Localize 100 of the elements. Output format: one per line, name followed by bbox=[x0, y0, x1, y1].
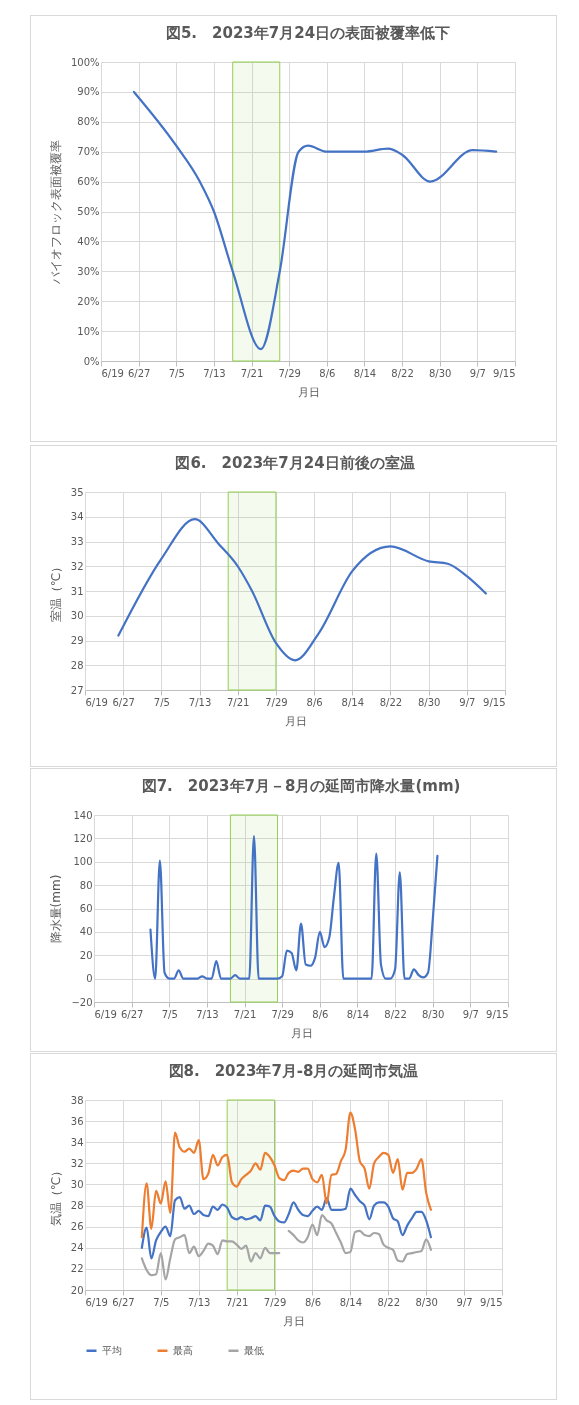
x-tick-label: 7/13 bbox=[188, 696, 212, 708]
x-tick-label: 8/30 bbox=[421, 1008, 445, 1020]
x-tick-label: 7/29 bbox=[278, 367, 301, 379]
x-tick-label: 7/5 bbox=[168, 367, 185, 379]
x-axis-title: 月日 bbox=[283, 1314, 305, 1328]
x-tick-label: 8/30 bbox=[415, 1296, 438, 1308]
x-tick-label: 8/6 bbox=[306, 696, 323, 708]
y-tick-label: 34 bbox=[70, 1136, 84, 1148]
y-tick-label: 120 bbox=[73, 832, 93, 844]
x-tick-label: 9/7 bbox=[459, 696, 476, 708]
y-tick-label: 140 bbox=[73, 809, 93, 821]
x-tick-label: 8/14 bbox=[346, 1008, 370, 1020]
y-axis-title: バイオフロック表面被覆率 bbox=[48, 140, 63, 285]
line-series bbox=[140, 1111, 433, 1239]
y-tick-label: 90% bbox=[77, 86, 100, 98]
y-tick-label: 33 bbox=[70, 536, 84, 547]
chart-title: 図6. 2023年7月24日前後の室温 bbox=[175, 454, 415, 472]
x-tick-label: 6/19 bbox=[85, 1296, 108, 1308]
line-series bbox=[149, 834, 439, 980]
x-tick-label: 8/30 bbox=[417, 696, 441, 708]
x-tick-label: 6/27 bbox=[112, 696, 135, 708]
y-tick-label: 70% bbox=[77, 146, 100, 158]
y-tick-label: 32 bbox=[70, 1157, 84, 1169]
x-tick-label: 7/21 bbox=[233, 1008, 257, 1020]
x-tick-label: 8/22 bbox=[391, 367, 414, 379]
line-series bbox=[132, 90, 498, 351]
legend-label: 最高 bbox=[173, 1344, 193, 1356]
x-tick-label: 8/14 bbox=[339, 1296, 363, 1308]
x-tick-label: 7/21 bbox=[240, 367, 264, 379]
x-tick-label: 7/29 bbox=[265, 696, 288, 708]
x-tick-label: 9/7 bbox=[462, 1008, 479, 1020]
y-tick-label: 34 bbox=[70, 511, 84, 523]
y-tick-label: 35 bbox=[70, 486, 84, 498]
y-tick-label: 100% bbox=[70, 56, 100, 68]
y-tick-label: 22 bbox=[70, 1263, 84, 1275]
y-tick-label: 0 bbox=[86, 973, 93, 985]
y-tick-label: −20 bbox=[71, 996, 93, 1008]
line-series bbox=[140, 1187, 433, 1260]
y-tick-label: 27 bbox=[70, 684, 84, 696]
y-tick-label: 30 bbox=[70, 610, 84, 622]
y-axis-title: 室温（℃） bbox=[48, 560, 63, 623]
x-tick-label: 9/15 bbox=[493, 367, 516, 379]
x-axis-title: 月日 bbox=[290, 1026, 313, 1040]
x-tick-label: 6/27 bbox=[120, 1008, 144, 1020]
x-tick-label: 9/15 bbox=[483, 696, 506, 708]
x-tick-label: 7/13 bbox=[187, 1296, 211, 1308]
x-tick-label: 8/6 bbox=[319, 367, 336, 379]
y-axis-title: 気温（℃） bbox=[48, 1164, 63, 1227]
x-tick-label: 8/22 bbox=[379, 696, 403, 708]
x-tick-label: 7/21 bbox=[226, 696, 250, 708]
x-tick-label: 7/29 bbox=[271, 1008, 294, 1020]
y-axis-title: 降水量(mm) bbox=[49, 874, 64, 944]
y-tick-label: 40 bbox=[79, 926, 93, 938]
x-tick-label: 7/21 bbox=[225, 1296, 249, 1308]
y-tick-label: 30% bbox=[77, 265, 100, 277]
x-tick-label: 9/7 bbox=[456, 1296, 473, 1308]
x-tick-label: 7/29 bbox=[263, 1296, 287, 1308]
chart-title: 図8. 2023年7月-8月の延岡市気温 bbox=[168, 1062, 419, 1080]
x-tick-label: 7/5 bbox=[161, 1008, 178, 1020]
y-tick-label: 20 bbox=[70, 1284, 84, 1296]
x-axis-title: 月日 bbox=[297, 385, 320, 399]
y-tick-label: 38 bbox=[70, 1094, 84, 1106]
x-tick-label: 8/22 bbox=[377, 1296, 401, 1308]
y-tick-label: 80 bbox=[79, 879, 93, 891]
y-tick-label: 31 bbox=[70, 585, 84, 597]
y-tick-label: 40% bbox=[77, 235, 100, 247]
y-tick-label: 28 bbox=[70, 1200, 84, 1212]
y-tick-label: 100 bbox=[73, 856, 93, 868]
y-tick-label: 32 bbox=[70, 560, 84, 572]
x-tick-label: 6/19 bbox=[85, 696, 108, 708]
y-tick-label: 60 bbox=[79, 903, 93, 914]
y-tick-label: 10% bbox=[77, 325, 100, 337]
chart-title: 図5. 2023年7月24日の表面被覆率低下 bbox=[165, 24, 451, 42]
x-tick-label: 7/13 bbox=[203, 367, 226, 379]
y-tick-label: 0% bbox=[83, 355, 100, 367]
x-tick-label: 6/27 bbox=[127, 367, 151, 379]
y-tick-label: 20 bbox=[79, 949, 93, 961]
y-tick-label: 28 bbox=[70, 659, 84, 671]
x-axis-title: 月日 bbox=[284, 714, 307, 728]
x-tick-label: 9/15 bbox=[480, 1296, 503, 1308]
y-tick-label: 26 bbox=[70, 1221, 84, 1233]
x-tick-label: 7/5 bbox=[153, 696, 170, 708]
x-tick-label: 8/30 bbox=[428, 367, 452, 379]
y-tick-label: 29 bbox=[70, 635, 84, 646]
x-tick-label: 7/13 bbox=[196, 1008, 219, 1020]
x-tick-label: 9/15 bbox=[486, 1008, 509, 1020]
y-tick-label: 60% bbox=[77, 176, 100, 188]
y-tick-label: 50% bbox=[77, 206, 100, 217]
chart-title: 図7. 2023年7月－8月の延岡市降水量(mm) bbox=[141, 777, 461, 795]
y-tick-label: 20% bbox=[77, 295, 100, 307]
x-tick-label: 6/27 bbox=[112, 1296, 135, 1308]
x-tick-label: 8/14 bbox=[341, 696, 365, 708]
x-tick-label: 6/19 bbox=[101, 367, 124, 379]
x-tick-label: 8/6 bbox=[312, 1008, 329, 1020]
x-tick-label: 8/22 bbox=[384, 1008, 407, 1020]
legend-label: 最低 bbox=[244, 1344, 264, 1356]
line-series bbox=[117, 518, 488, 662]
legend-label: 平均 bbox=[102, 1344, 122, 1356]
x-tick-label: 6/19 bbox=[94, 1008, 117, 1020]
x-tick-label: 8/6 bbox=[304, 1296, 321, 1308]
